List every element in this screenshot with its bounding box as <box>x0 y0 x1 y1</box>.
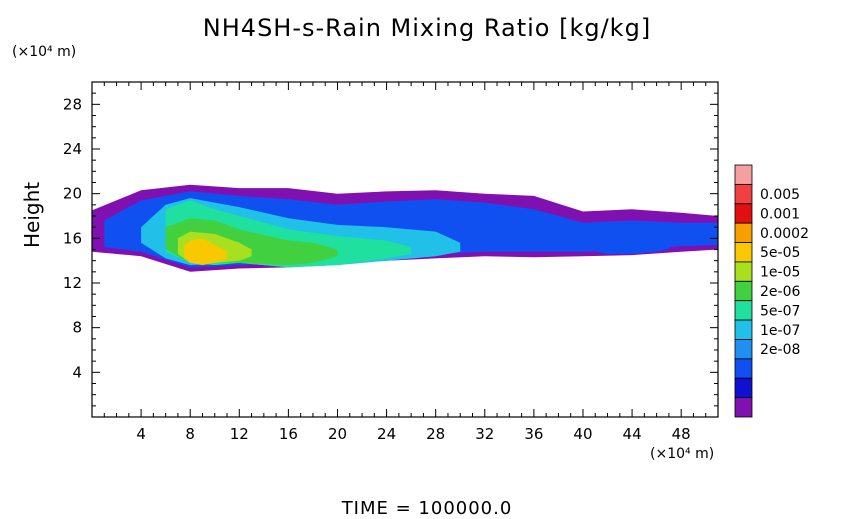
y-tick-label: 4 <box>72 363 82 381</box>
colorbar-cell <box>734 164 753 185</box>
x-tick-label: 32 <box>475 425 494 443</box>
colorbar-cell <box>734 280 753 302</box>
x-tick-label: 48 <box>672 425 691 443</box>
colorbar-cell <box>734 222 753 243</box>
colorbar-label: 5e-07 <box>760 303 800 319</box>
y-tick-label: 8 <box>72 319 82 337</box>
colorbar-cell <box>734 183 753 205</box>
contour-layer-6 <box>184 238 227 266</box>
colorbar: 0.005 0.001 0.0002 5e-05 1e-05 2e-06 5e-07 1e-0… <box>734 164 809 418</box>
x-tick-label: 20 <box>328 425 347 443</box>
colorbar-label: 1e-05 <box>760 265 800 281</box>
colorbar-label: 2e-06 <box>760 284 800 300</box>
colorbar-cell <box>734 300 753 321</box>
colorbar-label: 0.001 <box>760 206 800 222</box>
colorbar-cell <box>734 242 753 263</box>
chart-title: NH4SH-s-Rain Mixing Ratio [kg/kg] <box>202 14 652 42</box>
y-axis-unit: (×10⁴ m) <box>12 44 77 60</box>
x-tick-label: 4 <box>136 425 146 443</box>
y-tick-label: 12 <box>63 274 82 292</box>
contour-layer-7 <box>595 233 669 254</box>
colorbar-cell <box>734 397 753 418</box>
field-contours <box>92 184 719 272</box>
colorbar-label: 5e-05 <box>760 245 800 261</box>
x-tick-label: 16 <box>279 425 298 443</box>
x-tick-label: 28 <box>426 425 445 443</box>
x-tick-label: 40 <box>573 425 592 443</box>
colorbar-cell <box>734 203 753 224</box>
y-tick-label: 16 <box>63 229 82 247</box>
x-tick-label: 44 <box>623 425 642 443</box>
colorbar-cell <box>734 339 753 360</box>
colorbar-cell <box>734 358 753 379</box>
x-tick-label: 12 <box>230 425 249 443</box>
x-tick-label: 36 <box>524 425 543 443</box>
y-tick-label: 24 <box>63 140 82 158</box>
colorbar-label: 0.0002 <box>760 226 809 242</box>
colorbar-label: 1e-07 <box>760 323 800 339</box>
x-axis-unit: (×10⁴ m) <box>650 446 715 462</box>
time-footer: TIME = 100000.0 <box>341 498 513 519</box>
x-tick-label: 24 <box>377 425 396 443</box>
y-tick-label: 28 <box>63 95 82 113</box>
x-tick-label: 8 <box>185 425 195 443</box>
colorbar-label: 0.005 <box>760 187 800 203</box>
colorbar-cell <box>734 377 753 399</box>
colorbar-cell <box>734 319 753 340</box>
colorbar-label: 2e-08 <box>760 342 800 358</box>
colorbar-cell <box>734 261 753 282</box>
y-tick-label: 20 <box>63 185 82 203</box>
